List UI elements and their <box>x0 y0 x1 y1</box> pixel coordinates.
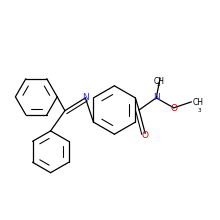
Text: CH: CH <box>153 77 164 86</box>
Text: 3: 3 <box>157 82 161 87</box>
Text: N: N <box>153 93 159 102</box>
Text: O: O <box>170 104 177 113</box>
Text: O: O <box>142 131 149 140</box>
Text: N: N <box>82 94 89 102</box>
Text: 3: 3 <box>197 108 201 113</box>
Text: CH: CH <box>192 99 204 107</box>
